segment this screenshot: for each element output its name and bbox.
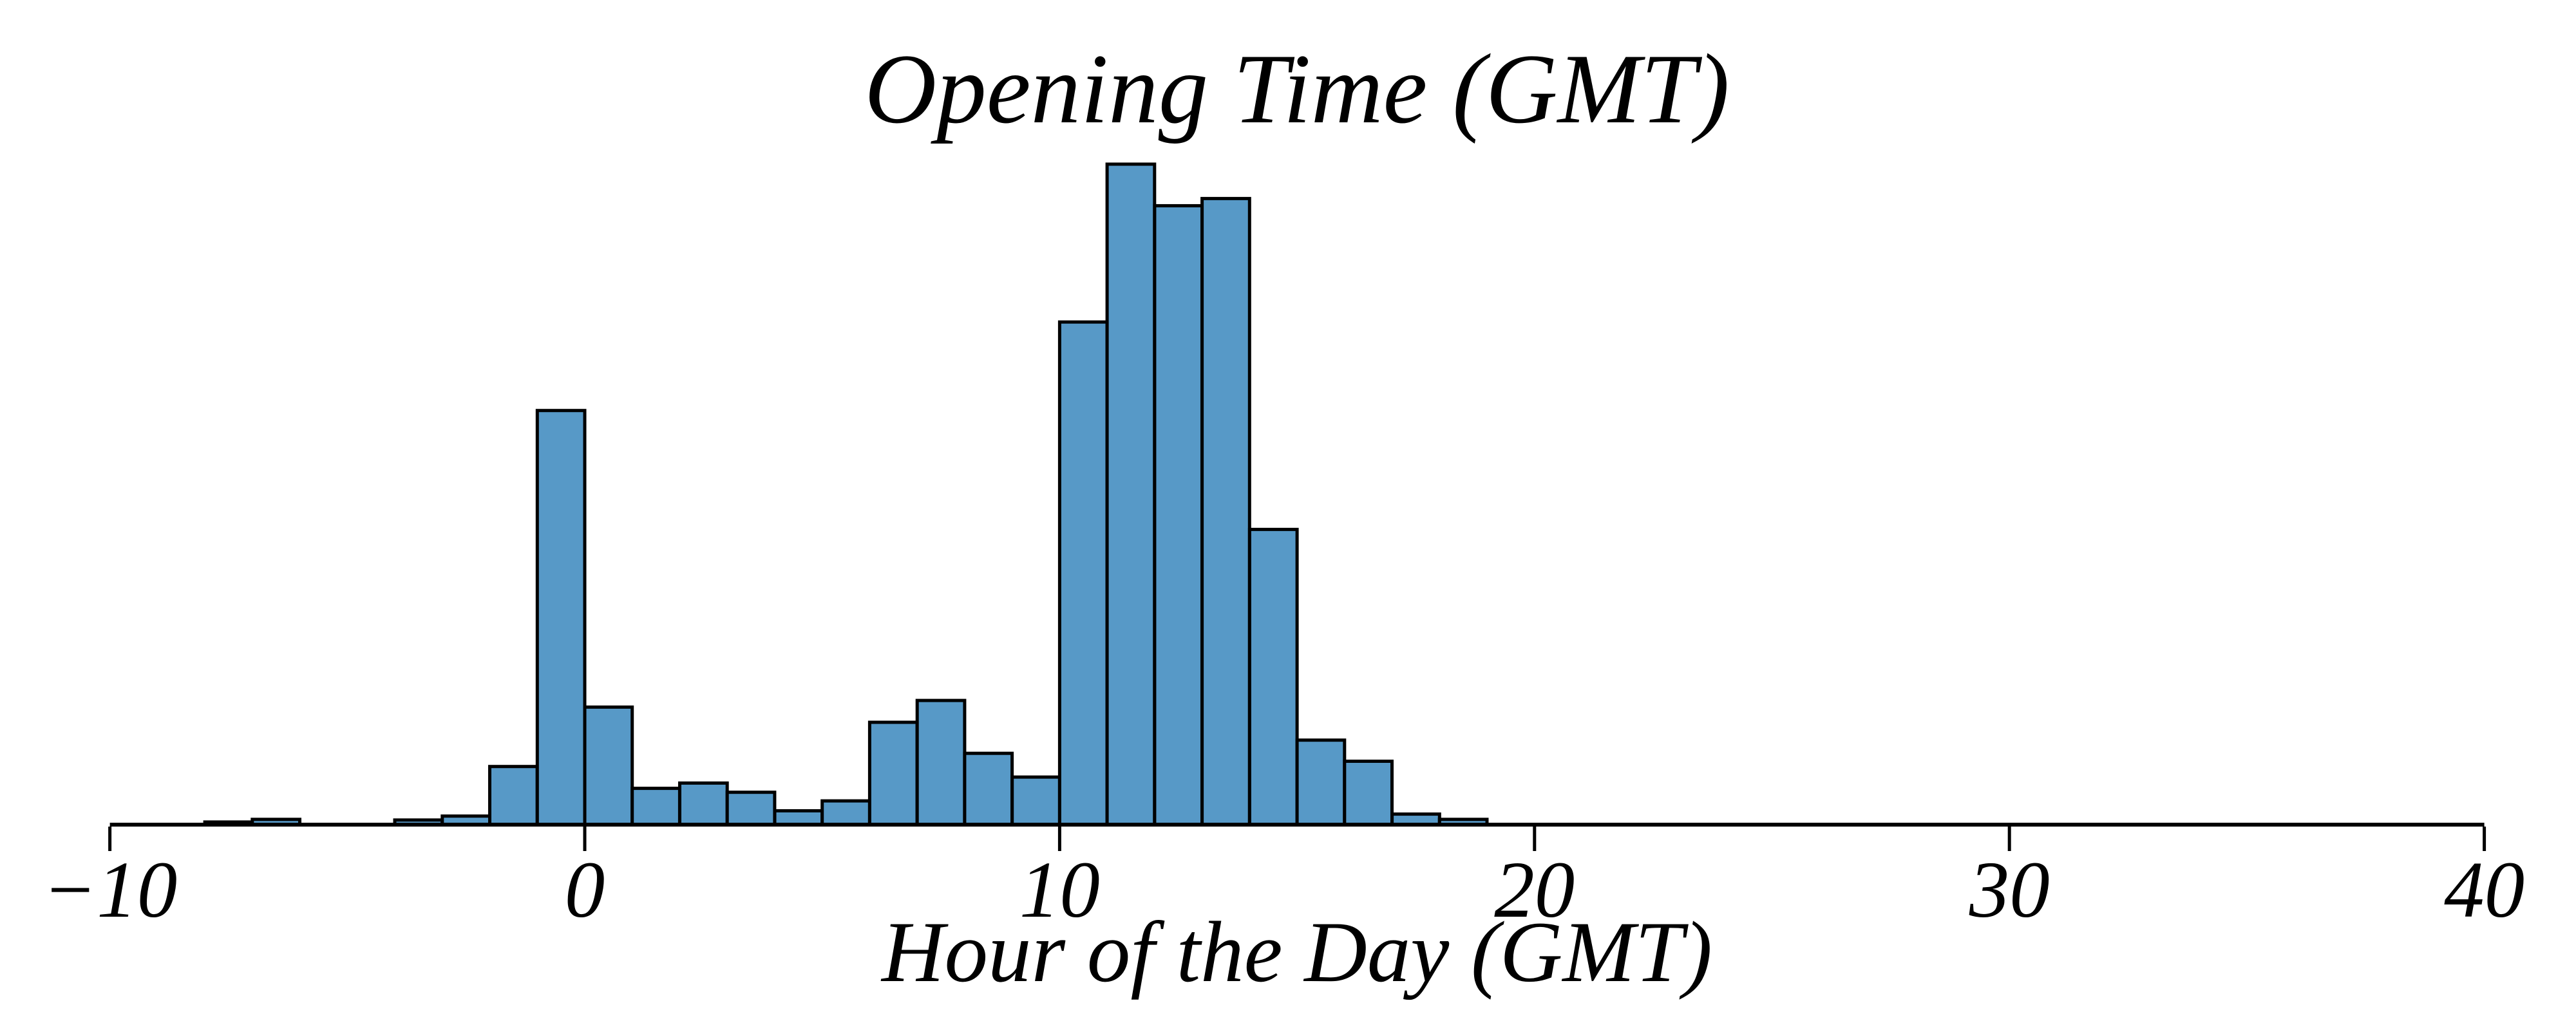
histogram-bar — [583, 705, 634, 827]
histogram-bar — [1105, 162, 1157, 827]
histogram-bar — [535, 409, 587, 827]
x-axis-tick-label: 30 — [1969, 846, 2050, 935]
histogram-bar — [725, 791, 777, 827]
histogram-bar — [488, 765, 539, 827]
x-axis-label: Hour of the Day (GMT) — [880, 904, 1712, 1000]
histogram-bar — [1200, 196, 1251, 827]
x-axis-ticks — [108, 827, 2486, 851]
histogram-bar — [867, 720, 919, 827]
histogram-bar — [678, 781, 729, 827]
x-axis-tick-label: 20 — [1494, 846, 1575, 935]
histogram-bar — [820, 799, 871, 827]
x-axis-tick-label: 0 — [565, 846, 605, 935]
x-axis-tick-label: 10 — [1019, 846, 1100, 935]
histogram-bar — [1153, 204, 1204, 827]
chart-title: Opening Time (GMT) — [864, 33, 1729, 144]
histogram-bar — [915, 698, 967, 827]
histogram-bar — [1247, 527, 1299, 827]
x-axis-tick-label: −10 — [43, 846, 177, 935]
histogram-bar — [963, 751, 1014, 827]
histogram-bar — [1295, 738, 1347, 827]
histogram-bar — [1010, 775, 1061, 827]
x-axis-tick-label: 40 — [2444, 846, 2524, 935]
histogram-bar — [1343, 760, 1394, 827]
histogram-bar — [1057, 320, 1109, 827]
histogram-bars — [203, 162, 1489, 827]
histogram-bar — [773, 809, 824, 827]
histogram-bar — [630, 787, 681, 827]
x-axis-tick-labels: −10 0 10 20 30 40 — [43, 846, 2524, 935]
